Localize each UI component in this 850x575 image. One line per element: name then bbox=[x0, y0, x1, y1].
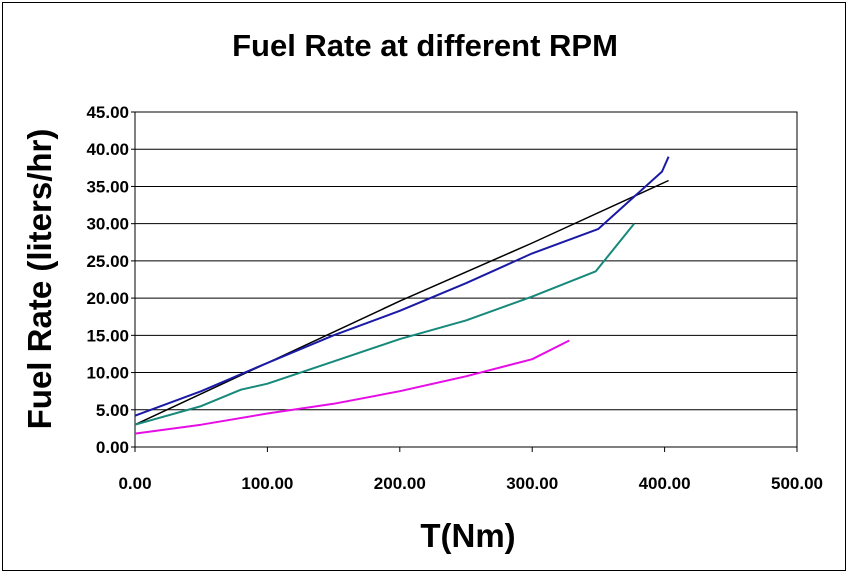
series-line-2 bbox=[134, 156, 670, 417]
y-tick-label: 20.00 bbox=[86, 289, 129, 308]
x-tick-label: 0.00 bbox=[118, 474, 151, 493]
x-axis-title: T(Nm) bbox=[420, 517, 515, 554]
series-group bbox=[134, 156, 670, 435]
series-line-4 bbox=[134, 339, 570, 435]
x-tick-label: 500.00 bbox=[771, 474, 823, 493]
y-tick-labels: 0.00 5.00 10.00 15.00 20.00 25.00 30.00 35.00 40… bbox=[86, 103, 135, 457]
x-tick-label: 300.00 bbox=[506, 474, 558, 493]
x-tick-label: 100.00 bbox=[241, 474, 293, 493]
y-tick-label: 10.00 bbox=[86, 364, 129, 383]
y-tick-label: 45.00 bbox=[86, 103, 129, 122]
y-axis-title: Fuel Rate (liters/hr) bbox=[21, 129, 58, 430]
y-tick-label: 35.00 bbox=[86, 177, 129, 196]
x-tick-labels: 0.00 100.00 200.00 300.00 400.00 500.00 bbox=[118, 447, 823, 493]
y-tick-label: 40.00 bbox=[86, 140, 129, 159]
y-tick-label: 5.00 bbox=[96, 401, 129, 420]
y-tick-label: 25.00 bbox=[86, 252, 129, 271]
y-tick-label: 15.00 bbox=[86, 326, 129, 345]
y-tick-label: 0.00 bbox=[96, 438, 129, 457]
series-line-3 bbox=[134, 223, 635, 426]
series-line-1 bbox=[134, 179, 669, 426]
y-tick-label: 30.00 bbox=[86, 215, 129, 234]
plot-area bbox=[134, 111, 798, 448]
grid-lines bbox=[135, 111, 797, 448]
x-tick-label: 200.00 bbox=[374, 474, 426, 493]
chart-title: Fuel Rate at different RPM bbox=[232, 28, 618, 63]
x-tick-label: 400.00 bbox=[639, 474, 691, 493]
